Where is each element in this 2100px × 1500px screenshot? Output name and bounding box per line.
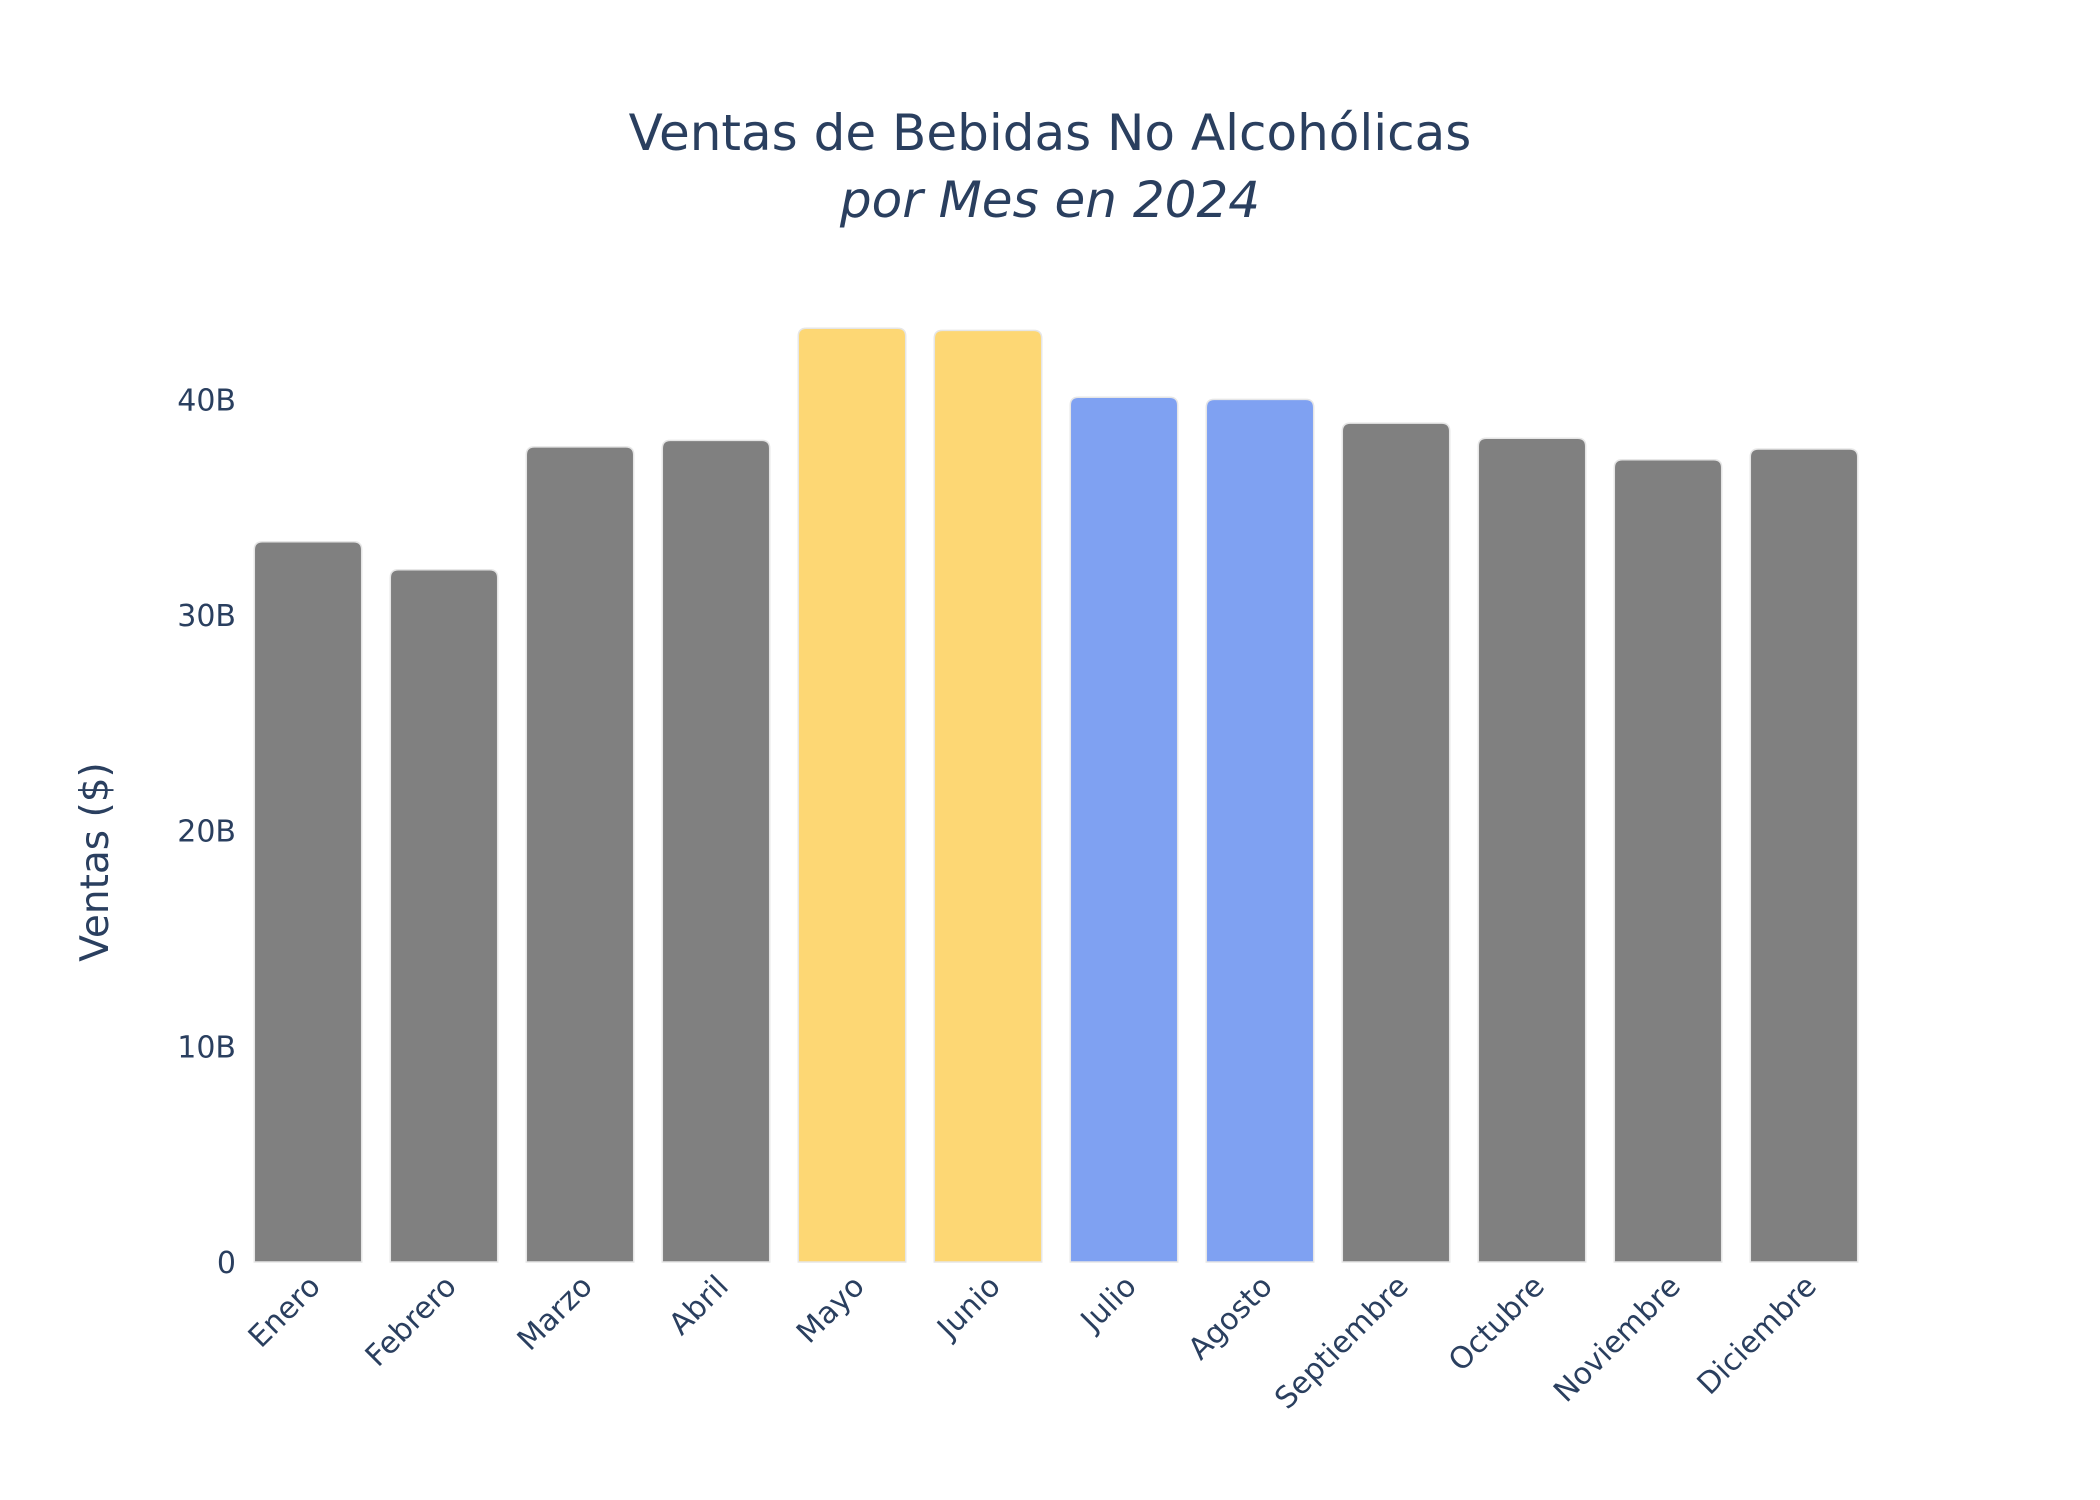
y-tick-label: 30B [177, 599, 236, 634]
x-tick-label: Enero [242, 1269, 328, 1355]
x-axis-ticks: Enero Febrero Marzo Abril Mayo Junio Julio Agos… [242, 1269, 1824, 1416]
x-tick-label: Agosto [1182, 1269, 1280, 1367]
y-tick-label: 20B [177, 815, 236, 850]
x-tick-label: Abril [662, 1269, 735, 1342]
bar-septiembre [1341, 422, 1451, 1263]
y-axis-ticks: 0 10B 20B 30B 40B [177, 383, 236, 1281]
x-tick-label: Febrero [359, 1269, 464, 1374]
bar-agosto [1205, 398, 1315, 1263]
x-tick-label: Julio [1073, 1269, 1144, 1340]
bar-diciembre [1749, 448, 1859, 1263]
chart-subtitle: por Mes en 2024 [839, 171, 1260, 229]
bar-abril [661, 439, 771, 1263]
x-tick-label: Diciembre [1691, 1269, 1824, 1402]
bar-enero [253, 540, 363, 1263]
x-tick-label: Marzo [511, 1269, 600, 1358]
bar-febrero [389, 569, 499, 1263]
bar-octubre [1477, 437, 1587, 1263]
y-axis-title: Ventas ($) [73, 762, 118, 962]
x-tick-label: Junio [929, 1269, 1007, 1347]
y-tick-label: 40B [177, 383, 236, 418]
x-tick-label: Noviembre [1547, 1269, 1688, 1410]
bar-junio [933, 329, 1043, 1263]
x-tick-label: Septiembre [1268, 1269, 1415, 1416]
x-tick-label: Octubre [1442, 1269, 1552, 1379]
bar-julio [1069, 396, 1179, 1263]
bar-mayo [797, 327, 907, 1263]
x-tick-label: Mayo [790, 1269, 872, 1351]
chart-title: Ventas de Bebidas No Alcohólicas [629, 104, 1472, 162]
bar-noviembre [1613, 459, 1723, 1263]
y-tick-label: 10B [177, 1030, 236, 1065]
bars-group [253, 327, 1859, 1263]
bar-marzo [525, 446, 635, 1263]
y-tick-label: 0 [217, 1246, 236, 1281]
